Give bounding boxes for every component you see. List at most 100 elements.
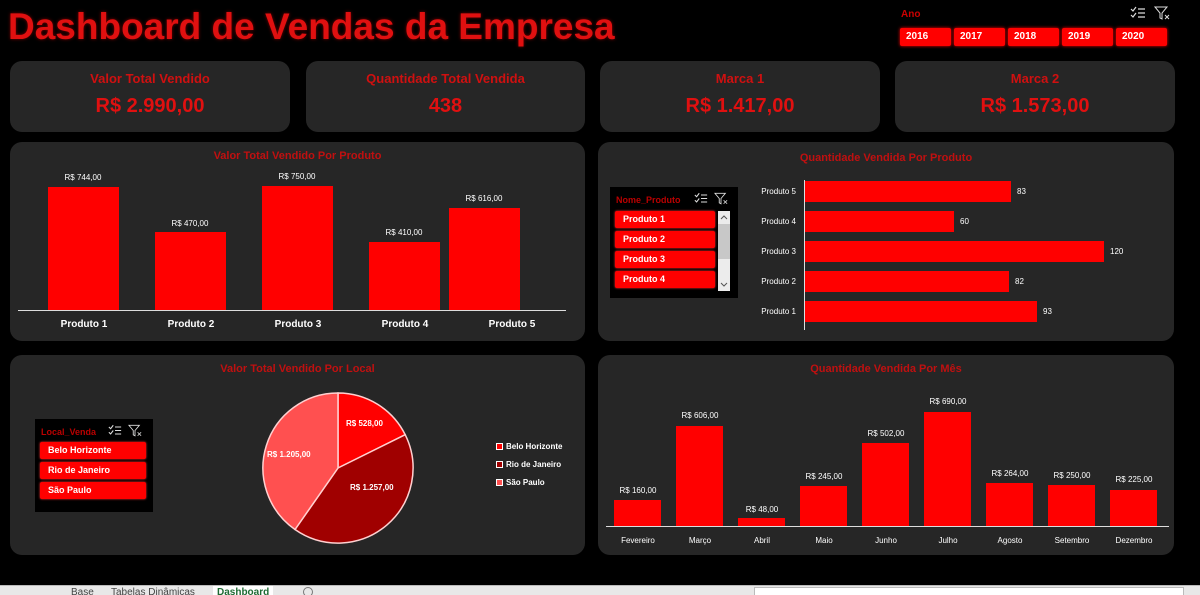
sheet-tab-tabelas-dinamicas[interactable]: Tabelas Dinâmicas <box>111 587 195 595</box>
chart-title: Quantidade Vendida Por Produto <box>799 152 973 164</box>
pie-label: R$ 528,00 <box>346 419 383 428</box>
scroll-down-icon[interactable] <box>720 282 728 288</box>
bar-produto-2[interactable] <box>805 271 1009 292</box>
scroll-thumb[interactable] <box>718 224 730 259</box>
bar-abril[interactable] <box>738 518 785 526</box>
bar-label: R$ 48,00 <box>745 505 779 514</box>
bar-fevereiro[interactable] <box>614 500 661 526</box>
pie-chart <box>262 392 414 544</box>
sheet-tab-bar: Base Tabelas Dinâmicas Dashboard <box>0 585 1200 595</box>
sheet-tab-base[interactable]: Base <box>71 587 94 595</box>
year-option-2017[interactable]: 2017 <box>954 28 1005 46</box>
year-slicer: Ano 2016 2017 2018 2019 2020 <box>896 4 1176 48</box>
category-label: Produto 1 <box>60 319 108 330</box>
category-label: Produto 3 <box>761 247 796 256</box>
chart-qty-by-product: Quantidade Vendida Por Produto Nome_Prod… <box>598 142 1174 341</box>
pie-slice-belo-horizonte[interactable] <box>337 392 407 470</box>
bar-julho[interactable] <box>924 412 971 526</box>
product-slicer-scrollbar[interactable] <box>718 211 730 291</box>
category-label: Julho <box>938 536 958 545</box>
kpi-value: R$ 1.417,00 <box>685 95 795 117</box>
kpi-label: Quantidade Total Vendida <box>366 71 525 86</box>
category-label: Dezembro <box>1115 536 1153 545</box>
bar-dezembro[interactable] <box>1110 490 1157 526</box>
bar-label: R$ 264,00 <box>991 469 1029 478</box>
legend-label: Rio de Janeiro <box>506 460 562 469</box>
product-option-3[interactable]: Produto 3 <box>615 251 715 268</box>
bar-maio[interactable] <box>800 486 847 526</box>
product-slicer-label: Nome_Produto <box>616 195 681 205</box>
location-slicer: Local_Venda Belo Horizonte Rio de Janeir… <box>35 419 153 512</box>
legend-swatch <box>496 443 503 450</box>
location-option-rio-de-janeiro[interactable]: Rio de Janeiro <box>40 462 146 479</box>
category-label: Produto 4 <box>761 217 796 226</box>
category-label: Junho <box>875 536 897 545</box>
add-sheet-icon[interactable] <box>303 587 313 595</box>
product-option-2[interactable]: Produto 2 <box>615 231 715 248</box>
kpi-label: Marca 2 <box>1010 71 1060 86</box>
multi-select-icon[interactable] <box>108 424 122 437</box>
bar-produto-4[interactable] <box>805 211 954 232</box>
bar-produto-3[interactable] <box>805 241 1104 262</box>
bar-produto-1[interactable] <box>48 187 119 311</box>
chart-title: Quantidade Vendida Por Mês <box>810 363 962 375</box>
chart-value-by-product: Valor Total Vendido Por Produto R$ 744,0… <box>10 142 585 341</box>
bar-label: R$ 616,00 <box>465 194 503 203</box>
product-option-4[interactable]: Produto 4 <box>615 271 715 288</box>
sheet-tab-dashboard[interactable]: Dashboard <box>213 586 274 595</box>
bar-produto-1[interactable] <box>805 301 1037 322</box>
category-label: Produto 3 <box>274 319 322 330</box>
bar-produto-3[interactable] <box>262 186 333 311</box>
kpi-total-quantity: Quantidade Total Vendida 438 <box>306 61 585 132</box>
year-option-2019[interactable]: 2019 <box>1062 28 1113 46</box>
location-option-sao-paulo[interactable]: São Paulo <box>40 482 146 499</box>
bar-label: R$ 245,00 <box>805 472 843 481</box>
pie-label: R$ 1.205,00 <box>267 450 311 459</box>
bar-produto-5[interactable] <box>805 181 1011 202</box>
bar-setembro[interactable] <box>1048 485 1095 526</box>
clear-filter-icon[interactable] <box>714 192 728 205</box>
scroll-up-icon[interactable] <box>720 214 728 220</box>
location-option-belo-horizonte[interactable]: Belo Horizonte <box>40 442 146 459</box>
pie-slice-sao-paulo[interactable] <box>262 392 339 531</box>
year-option-2020[interactable]: 2020 <box>1116 28 1167 46</box>
bar-label: R$ 690,00 <box>929 397 967 406</box>
bar-label: R$ 744,00 <box>64 173 102 182</box>
x-axis <box>18 310 566 311</box>
kpi-label: Valor Total Vendido <box>90 71 210 86</box>
bar-produto-4[interactable] <box>369 242 440 311</box>
bar-label: 60 <box>960 217 969 226</box>
year-option-2016[interactable]: 2016 <box>900 28 951 46</box>
multi-select-icon[interactable] <box>1130 6 1146 20</box>
pie-label: R$ 1.257,00 <box>350 483 394 492</box>
bar-label: R$ 160,00 <box>619 486 657 495</box>
legend-swatch <box>496 479 503 486</box>
category-label: Maio <box>815 536 833 545</box>
legend-sao-paulo: São Paulo <box>496 478 545 487</box>
bar-marco[interactable] <box>676 426 723 526</box>
kpi-total-value: Valor Total Vendido R$ 2.990,00 <box>10 61 290 132</box>
pie-slice-rio-de-janeiro[interactable] <box>293 433 414 544</box>
chart-qty-by-month: Quantidade Vendida Por Mês R$ 160,00 R$ … <box>598 355 1174 555</box>
bar-label: R$ 750,00 <box>278 172 316 181</box>
legend-swatch <box>496 461 503 468</box>
bar-label: R$ 502,00 <box>867 429 905 438</box>
year-option-2018[interactable]: 2018 <box>1008 28 1059 46</box>
horizontal-scrollbar[interactable] <box>754 587 1184 595</box>
page-title: Dashboard de Vendas da Empresa <box>8 6 615 47</box>
x-axis <box>606 526 1169 527</box>
bar-agosto[interactable] <box>986 483 1033 526</box>
category-label: Março <box>688 536 712 545</box>
category-label: Setembro <box>1054 536 1090 545</box>
category-label: Produto 2 <box>167 319 215 330</box>
chart-value-by-location: Valor Total Vendido Por Local Local_Vend… <box>10 355 585 555</box>
clear-filter-icon[interactable] <box>1154 6 1170 20</box>
legend-belo-horizonte: Belo Horizonte <box>496 442 562 451</box>
chart-title: Valor Total Vendido Por Produto <box>213 150 382 162</box>
multi-select-icon[interactable] <box>694 192 708 205</box>
clear-filter-icon[interactable] <box>128 424 142 437</box>
bar-produto-5[interactable] <box>449 208 520 311</box>
bar-junho[interactable] <box>862 443 909 526</box>
bar-produto-2[interactable] <box>155 232 226 311</box>
product-option-1[interactable]: Produto 1 <box>615 211 715 228</box>
